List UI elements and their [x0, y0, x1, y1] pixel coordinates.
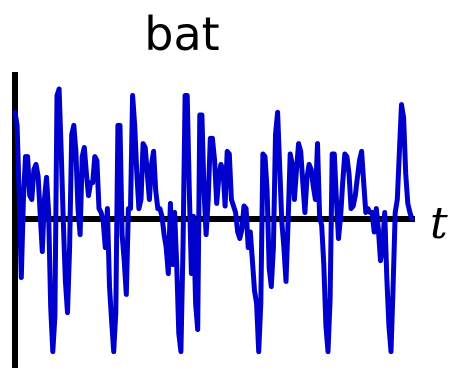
series-line-0: [12, 86, 415, 355]
chart-title: bat: [144, 7, 219, 61]
signal-series: [12, 86, 415, 355]
x-axis-label: t: [430, 198, 448, 249]
